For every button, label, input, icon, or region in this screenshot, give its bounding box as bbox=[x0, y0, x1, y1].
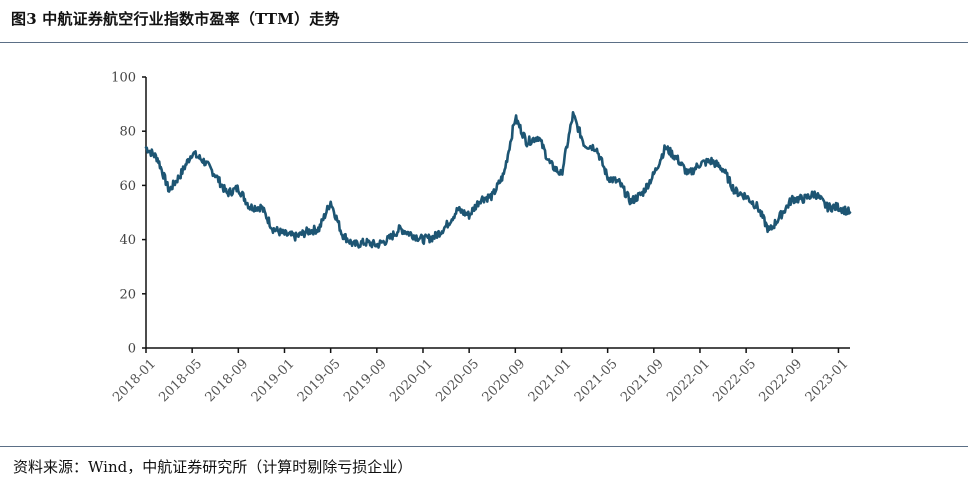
data-point bbox=[376, 244, 378, 246]
data-point bbox=[399, 228, 401, 230]
series-layer bbox=[144, 111, 852, 249]
x-tick-label: 2020-09 bbox=[480, 356, 529, 405]
x-tick-label: 2022-01 bbox=[664, 356, 713, 405]
data-point bbox=[295, 236, 297, 238]
source-note: 资料来源：Wind，中航证券研究所（计算时剔除亏损企业） bbox=[13, 458, 413, 476]
data-point bbox=[595, 147, 597, 149]
data-point bbox=[849, 212, 851, 214]
chart-title: 图3 中航证券航空行业指数市盈率（TTM）走势 bbox=[11, 10, 340, 28]
data-point bbox=[410, 233, 412, 235]
x-tick-label: 2018-05 bbox=[156, 356, 205, 405]
data-point bbox=[191, 152, 193, 154]
data-point bbox=[180, 174, 182, 176]
y-tick-label: 60 bbox=[119, 179, 136, 194]
data-point bbox=[237, 187, 239, 189]
data-point bbox=[687, 174, 689, 176]
data-point bbox=[491, 195, 493, 197]
data-point bbox=[445, 225, 447, 227]
y-axis: 0 20 40 60 80 100 bbox=[111, 71, 147, 357]
data-point bbox=[676, 157, 678, 159]
x-tick-label: 2019-05 bbox=[295, 356, 344, 405]
data-point bbox=[572, 114, 574, 116]
x-tick-label: 2022-05 bbox=[710, 356, 759, 405]
data-point bbox=[514, 117, 516, 119]
data-point bbox=[814, 193, 816, 195]
data-point bbox=[260, 206, 262, 208]
data-point bbox=[838, 206, 840, 208]
data-point bbox=[168, 190, 170, 192]
y-tick-label: 20 bbox=[119, 287, 136, 302]
y-tick-label: 100 bbox=[111, 71, 136, 86]
x-axis: 2018-012018-052018-092019-012019-052019-… bbox=[110, 347, 852, 405]
data-point bbox=[468, 214, 470, 216]
data-point bbox=[549, 163, 551, 165]
data-point bbox=[157, 157, 159, 159]
y-tick-label: 0 bbox=[128, 342, 136, 357]
pe-ttm-series-line bbox=[144, 111, 852, 249]
data-point bbox=[307, 231, 309, 233]
data-point bbox=[757, 206, 759, 208]
data-point bbox=[364, 241, 366, 243]
data-point bbox=[214, 174, 216, 176]
data-point bbox=[537, 136, 539, 138]
data-point bbox=[618, 182, 620, 184]
x-tick-label: 2021-09 bbox=[618, 356, 667, 405]
x-tick-label: 2021-01 bbox=[526, 356, 575, 405]
data-point bbox=[226, 193, 228, 195]
x-tick-label: 2023-01 bbox=[803, 356, 852, 405]
data-point bbox=[745, 195, 747, 197]
data-point bbox=[826, 206, 828, 208]
data-point bbox=[722, 168, 724, 170]
data-point bbox=[699, 163, 701, 165]
x-tick-label: 2020-01 bbox=[387, 356, 436, 405]
data-point bbox=[803, 198, 805, 200]
data-point bbox=[653, 174, 655, 176]
data-point bbox=[780, 214, 782, 216]
data-point bbox=[272, 228, 274, 230]
bottom-divider bbox=[0, 446, 968, 447]
data-point bbox=[457, 209, 459, 211]
x-tick-label: 2019-09 bbox=[341, 356, 390, 405]
top-divider bbox=[0, 42, 968, 43]
data-point bbox=[641, 193, 643, 195]
data-point bbox=[768, 231, 770, 233]
data-point bbox=[353, 244, 355, 246]
data-point bbox=[387, 239, 389, 241]
data-point bbox=[318, 228, 320, 230]
data-point bbox=[664, 147, 666, 149]
data-point bbox=[630, 201, 632, 203]
data-point bbox=[249, 206, 251, 208]
y-tick-label: 40 bbox=[119, 233, 136, 248]
data-point bbox=[480, 198, 482, 200]
data-point bbox=[711, 160, 713, 162]
x-tick-label: 2022-09 bbox=[757, 356, 806, 405]
data-point bbox=[422, 239, 424, 241]
y-tick-label: 80 bbox=[119, 125, 136, 140]
data-point bbox=[503, 174, 505, 176]
data-point bbox=[561, 174, 563, 176]
x-tick-label: 2021-05 bbox=[572, 356, 621, 405]
data-point bbox=[584, 144, 586, 146]
data-point bbox=[284, 233, 286, 235]
data-point bbox=[607, 176, 609, 178]
data-point bbox=[734, 190, 736, 192]
data-point bbox=[341, 233, 343, 235]
data-point bbox=[145, 147, 147, 149]
x-tick-label: 2018-01 bbox=[110, 356, 159, 405]
x-tick-label: 2020-05 bbox=[433, 356, 482, 405]
x-tick-label: 2018-09 bbox=[203, 356, 252, 405]
data-point bbox=[526, 141, 528, 143]
data-point bbox=[330, 201, 332, 203]
data-point bbox=[791, 198, 793, 200]
x-tick-label: 2019-01 bbox=[249, 356, 298, 405]
data-point bbox=[434, 236, 436, 238]
data-point bbox=[203, 160, 205, 162]
